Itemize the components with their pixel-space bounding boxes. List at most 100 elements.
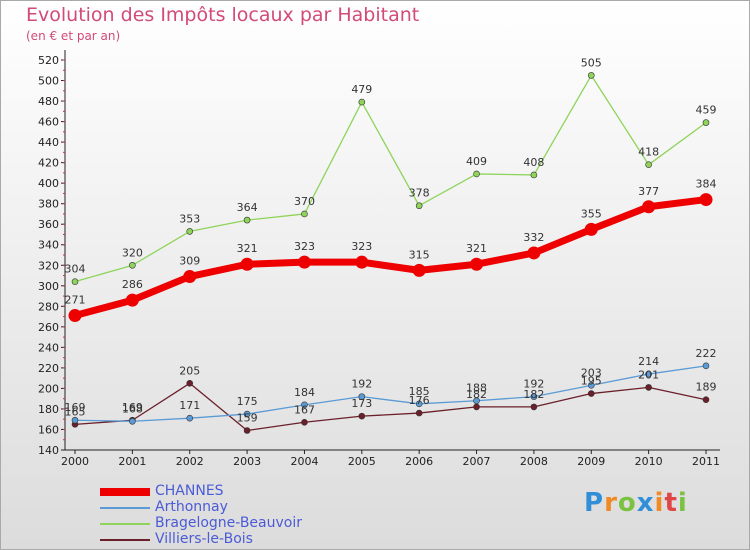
data-label: 418: [638, 146, 659, 159]
data-point: [71, 416, 79, 424]
legend-label: Bragelogne-Beauvoir: [155, 515, 302, 531]
y-tick-label: 160: [38, 423, 59, 436]
data-label: 185: [409, 385, 430, 398]
data-label: 384: [696, 178, 717, 191]
y-tick-label: 260: [38, 321, 59, 334]
y-tick-label: 520: [38, 54, 59, 67]
data-label: 184: [294, 386, 315, 399]
chart-subtitle: (en € et par an): [26, 29, 121, 43]
legend-swatch-channes: [100, 488, 150, 496]
legend-swatch-villiers-le-bois: [100, 539, 150, 541]
x-tick-label: 2011: [692, 455, 720, 468]
data-label: 309: [179, 255, 200, 268]
data-label: 271: [65, 294, 86, 307]
data-point: [699, 193, 713, 207]
proxiti-logo: Proxiti: [584, 488, 688, 518]
legend-label: CHANNES: [155, 483, 224, 499]
data-label: 370: [294, 195, 315, 208]
data-point: [702, 119, 710, 126]
data-point: [297, 255, 311, 269]
y-tick-label: 480: [38, 95, 59, 108]
data-label: 378: [409, 187, 430, 200]
data-label: 364: [237, 201, 258, 214]
data-label: 409: [466, 155, 487, 168]
data-point: [702, 396, 710, 404]
data-label: 173: [351, 397, 372, 410]
y-tick-label: 380: [38, 198, 59, 211]
y-tick-label: 280: [38, 300, 59, 313]
data-label: 159: [237, 412, 258, 425]
data-point: [125, 293, 139, 307]
data-label: 165: [65, 405, 86, 418]
data-point: [301, 401, 308, 409]
data-point: [412, 263, 426, 277]
data-point: [301, 210, 308, 218]
data-point: [645, 384, 652, 391]
data-label: 182: [523, 388, 544, 401]
data-point: [183, 270, 197, 284]
x-tick-label: 2005: [348, 455, 376, 468]
data-label: 479: [351, 83, 372, 96]
data-point: [470, 257, 484, 271]
data-point: [642, 200, 656, 214]
data-label: 323: [351, 240, 372, 253]
y-tick-label: 180: [38, 403, 59, 416]
series-bragelogne-beauvoir: [71, 72, 710, 285]
data-label: 168: [122, 402, 143, 415]
data-label: 182: [466, 388, 487, 401]
data-label: 320: [122, 246, 143, 259]
data-point: [527, 246, 541, 260]
y-tick-label: 420: [38, 157, 59, 170]
data-point: [645, 161, 652, 168]
y-tick-label: 340: [38, 239, 59, 252]
x-tick-label: 2006: [405, 455, 433, 468]
y-tick-label: 460: [38, 116, 59, 129]
data-point: [587, 390, 595, 397]
data-label: 167: [294, 403, 315, 416]
data-label: 304: [65, 263, 86, 276]
series-line: [74, 74, 707, 283]
data-point: [415, 202, 423, 210]
data-label: 353: [179, 212, 200, 225]
data-point: [473, 403, 480, 411]
data-label: 195: [581, 375, 602, 388]
y-tick-label: 320: [38, 259, 59, 272]
x-tick-label: 2009: [577, 455, 605, 468]
data-label: 323: [294, 240, 315, 253]
series-arthonnay: [71, 362, 710, 425]
data-label: 203: [581, 366, 602, 379]
x-tick-label: 2004: [290, 455, 318, 468]
data-label: 315: [409, 248, 430, 261]
x-tick-label: 2007: [463, 455, 491, 468]
legend-swatch-arthonnay: [100, 507, 150, 509]
data-point: [68, 309, 82, 323]
data-point: [415, 409, 423, 417]
chart-title: Evolution des Impôts locaux par Habitant: [26, 4, 420, 26]
data-point: [186, 379, 194, 387]
data-point: [530, 403, 538, 411]
x-tick-label: 2000: [61, 455, 89, 468]
data-point: [358, 98, 366, 106]
data-point: [587, 72, 595, 79]
data-point: [358, 393, 366, 400]
series-line: [74, 365, 707, 422]
data-point: [301, 418, 308, 426]
legend-label: Villiers-le-Bois: [155, 531, 253, 547]
data-point: [71, 278, 79, 285]
series-line: [74, 196, 707, 319]
data-label: 321: [237, 242, 258, 255]
data-point: [243, 216, 251, 224]
data-label: 286: [122, 278, 143, 291]
data-point: [129, 417, 136, 425]
y-tick-label: 140: [38, 444, 59, 457]
data-point: [473, 170, 480, 178]
y-tick-label: 500: [38, 75, 59, 88]
data-point: [415, 400, 423, 408]
series-line: [74, 382, 707, 432]
data-label: 214: [638, 355, 659, 368]
y-tick-label: 300: [38, 280, 59, 293]
data-point: [530, 393, 538, 400]
data-label: 175: [237, 395, 258, 408]
